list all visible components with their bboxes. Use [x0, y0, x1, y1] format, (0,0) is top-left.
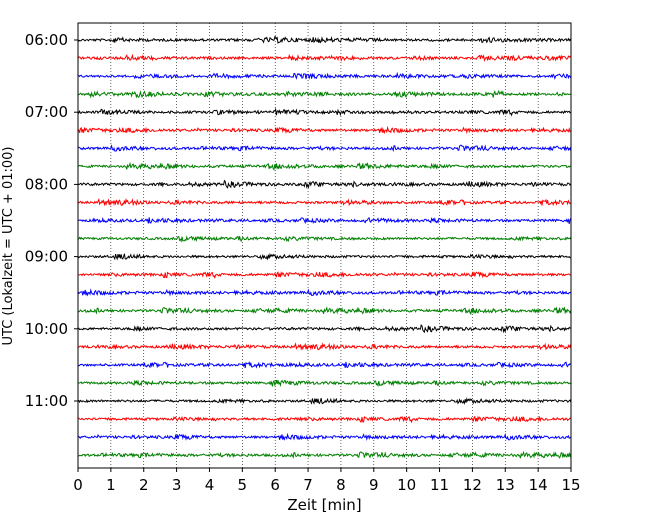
trace-line	[77, 432, 572, 441]
trace-line	[77, 107, 571, 117]
x-tick-label: 0	[73, 476, 83, 494]
x-tick-label: 12	[463, 476, 482, 494]
trace-line	[77, 161, 571, 171]
trace-line	[77, 324, 571, 334]
trace-line	[77, 179, 572, 190]
trace-line	[77, 271, 571, 279]
y-tick-label: 07:00	[25, 103, 68, 121]
y-tick-label: 08:00	[25, 175, 68, 193]
x-tick-label: 2	[139, 476, 149, 494]
trace-line	[77, 379, 572, 388]
trace-line	[77, 342, 572, 351]
x-tick-label: 5	[238, 476, 248, 494]
x-tick-label: 11	[430, 476, 449, 494]
trace-line	[77, 125, 572, 135]
x-tick-label: 15	[561, 476, 580, 494]
x-tick-label: 14	[529, 476, 548, 494]
trace-line	[77, 36, 572, 44]
trace-line	[77, 288, 572, 297]
x-tick-label: 7	[303, 476, 313, 494]
y-tick-label: 10:00	[25, 320, 68, 338]
x-tick-label: 10	[397, 476, 416, 494]
trace-line	[77, 252, 571, 261]
trace-line	[77, 216, 572, 225]
x-axis-ticks: 0 1 2 3 4 5 6 7 8 9 10 11 12 13 14 15	[73, 468, 581, 494]
trace-line	[77, 197, 572, 207]
y-axis-label: UTC (Lokalzeit = UTC + 01:00)	[1, 147, 16, 346]
y-tick-label: 09:00	[25, 248, 68, 266]
plot-frame	[77, 22, 572, 469]
x-tick-label: 13	[496, 476, 515, 494]
trace-line	[77, 235, 572, 243]
trace-line	[77, 415, 571, 424]
trace-line	[77, 71, 572, 80]
trace-line	[77, 53, 572, 63]
x-tick-label: 1	[106, 476, 116, 494]
trace-line	[77, 397, 572, 406]
x-tick-label: 3	[172, 476, 182, 494]
trace-line	[77, 306, 572, 316]
x-tick-label: 6	[270, 476, 280, 494]
vertical-grid	[110, 23, 539, 468]
trace-line	[77, 144, 572, 153]
x-tick-label: 9	[369, 476, 379, 494]
plot-background	[78, 23, 571, 468]
trace-line	[77, 450, 572, 459]
y-axis-ticks: 06:00 07:00 08:00 09:00 10:00 11:00	[25, 31, 78, 410]
seismic-traces	[77, 36, 572, 459]
x-tick-label: 4	[205, 476, 215, 494]
trace-line	[77, 89, 571, 99]
y-tick-label: 11:00	[25, 392, 68, 410]
y-tick-label: 06:00	[25, 31, 68, 49]
x-axis-label: Zeit [min]	[287, 496, 361, 514]
trace-line	[77, 361, 572, 369]
x-tick-label: 8	[336, 476, 346, 494]
